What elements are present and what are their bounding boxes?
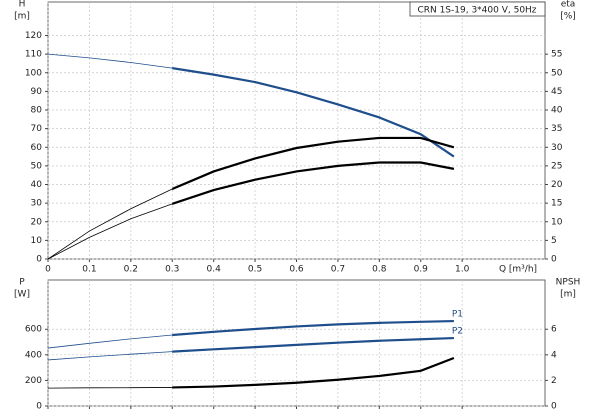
y2-tick-label: 15 <box>551 199 562 209</box>
x-tick-label: 0.7 <box>331 265 345 275</box>
y-tick-label: 120 <box>25 31 42 41</box>
curve <box>47 357 455 389</box>
y-tick-label: 60 <box>31 143 43 153</box>
y2-axis-unit: [m] <box>560 290 576 300</box>
y2-tick-label: 5 <box>551 236 557 246</box>
x-tick-label: 0.6 <box>289 265 304 275</box>
y-tick-label: 10 <box>31 236 43 246</box>
y2-axis-label: eta <box>561 0 576 10</box>
y-axis-unit: [W] <box>14 290 30 300</box>
curve-operating <box>172 136 455 191</box>
y2-tick-label: 6 <box>551 325 557 335</box>
y-tick-label: 40 <box>31 180 43 190</box>
y-axis-label: P <box>19 278 25 288</box>
y2-tick-label: 45 <box>551 87 562 97</box>
y-tick-label: 600 <box>25 325 42 335</box>
x-tick-label: 0.2 <box>124 265 138 275</box>
y2-tick-label: 30 <box>551 143 563 153</box>
y2-tick-label: 4 <box>551 350 557 360</box>
y-tick-label: 80 <box>31 106 43 116</box>
y-tick-label: 90 <box>31 87 43 97</box>
curve-label: P1 <box>452 310 463 320</box>
curve <box>47 162 454 260</box>
curve <box>47 53 455 157</box>
curve-operating <box>172 336 454 353</box>
y-axis-label: H <box>19 0 26 10</box>
curve-operating <box>172 357 455 389</box>
y-tick-label: 30 <box>31 199 43 209</box>
y-axis-unit: [m] <box>14 12 30 22</box>
x-tick-label: 0.8 <box>372 265 387 275</box>
y-tick-label: 200 <box>25 376 42 386</box>
y-tick-label: 400 <box>25 350 42 360</box>
y-tick-label: 0 <box>36 402 42 412</box>
title-box <box>409 1 546 17</box>
y2-tick-label: 40 <box>551 106 563 116</box>
y2-tick-label: 0 <box>551 255 557 265</box>
y2-tick-label: 50 <box>551 68 563 78</box>
y2-tick-label: 2 <box>551 376 557 386</box>
y2-tick-label: 55 <box>551 50 562 60</box>
plot-frame <box>47 279 546 407</box>
curve-operating <box>172 67 455 158</box>
y2-tick-label: 25 <box>551 161 562 171</box>
x-tick-label: 0.5 <box>248 265 262 275</box>
curve-operating <box>172 161 455 206</box>
x-tick-label: 0 <box>45 265 51 275</box>
y-tick-label: 20 <box>31 217 43 227</box>
y2-tick-label: 10 <box>551 217 563 227</box>
y-tick-label: 100 <box>25 68 42 78</box>
curve <box>47 320 454 349</box>
x-axis-label: Q [m³/h] <box>499 265 537 275</box>
chart-title: CRN 1S-19, 3*400 V, 50Hz <box>417 6 536 16</box>
curve-operating <box>172 319 454 337</box>
y-tick-label: 70 <box>31 124 43 134</box>
x-tick-label: 0.3 <box>165 265 179 275</box>
y2-tick-label: 20 <box>551 180 563 190</box>
y-tick-label: 0 <box>36 255 42 265</box>
y-tick-label: 110 <box>25 50 42 60</box>
y2-axis-label: NPSH <box>556 278 581 288</box>
x-tick-label: 0.1 <box>82 265 96 275</box>
curve-label: P2 <box>452 327 463 337</box>
y2-tick-label: 0 <box>551 402 557 412</box>
y2-axis-unit: [%] <box>560 12 576 22</box>
curve <box>47 137 454 260</box>
x-tick-label: 0.4 <box>207 265 222 275</box>
y2-tick-label: 35 <box>551 124 562 134</box>
y-tick-label: 50 <box>31 161 43 171</box>
x-tick-label: 0.9 <box>414 265 429 275</box>
x-tick-label: 1.0 <box>455 265 470 275</box>
